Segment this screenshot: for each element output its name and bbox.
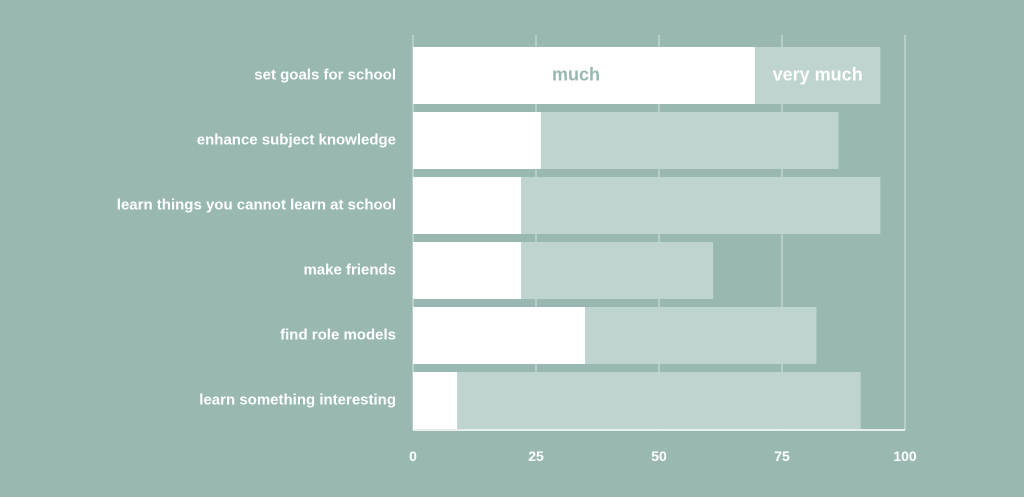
category-label: set goals for school	[254, 66, 396, 83]
x-tick-label: 0	[409, 448, 417, 464]
category-label: learn things you cannot learn at school	[117, 196, 396, 213]
category-label: make friends	[303, 261, 396, 278]
category-label: learn something interesting	[199, 391, 396, 408]
bar-very-much	[540, 112, 839, 169]
bar-much	[413, 112, 541, 169]
category-label: find role models	[280, 326, 396, 343]
x-tick-label: 100	[893, 448, 917, 464]
bar-much	[413, 307, 586, 364]
bar-very-much	[457, 372, 861, 429]
legend-label-much: much	[552, 64, 600, 84]
legend-label-very-much: very much	[773, 64, 863, 84]
bars	[413, 47, 881, 429]
x-axis-ticks: 0 25 50 75 100	[409, 448, 917, 464]
series-labels: much very much	[552, 64, 863, 84]
bar-much	[413, 242, 522, 299]
bar-very-much	[585, 307, 817, 364]
x-tick-label: 75	[774, 448, 790, 464]
category-labels: set goals for school enhance subject know…	[117, 66, 396, 408]
bar-much	[413, 47, 755, 104]
bar-very-much	[521, 177, 881, 234]
x-tick-label: 25	[528, 448, 544, 464]
category-label: enhance subject knowledge	[197, 131, 396, 148]
x-tick-label: 50	[651, 448, 667, 464]
bar-much	[413, 372, 458, 429]
bar-very-much	[754, 47, 881, 104]
bar-very-much	[521, 242, 714, 299]
bar-much	[413, 177, 522, 234]
